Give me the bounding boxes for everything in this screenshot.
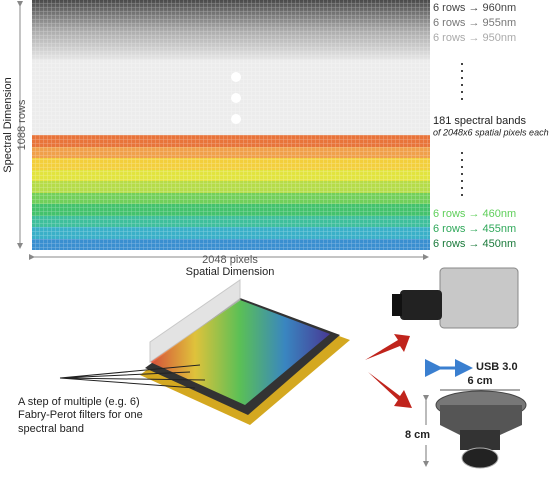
camera-body — [440, 405, 522, 435]
note: Fabry-Perot filters for one — [18, 409, 143, 421]
band-label: 6 rows → 450nm — [433, 238, 516, 250]
camera-lens — [461, 447, 499, 469]
filter-array — [150, 300, 330, 405]
pixel-grid — [32, 0, 430, 250]
band-label: 6 rows → 460nm — [433, 208, 516, 220]
note: spectral band — [18, 423, 84, 435]
y-subtitle: 1088 rows — [16, 99, 28, 150]
dot — [231, 72, 241, 82]
pointer-lines — [59, 364, 206, 389]
band-label: 6 rows → 960nm — [433, 2, 516, 14]
red-arrow — [368, 372, 412, 408]
camera-lens — [460, 430, 500, 450]
y-title: Spectral Dimension — [2, 77, 14, 172]
x-subtitle: 2048 pixels — [202, 254, 258, 266]
camera-lens — [400, 290, 442, 320]
camera-lens — [392, 294, 402, 316]
note: A step of multiple (e.g. 6) — [18, 396, 140, 408]
sensor — [32, 0, 430, 250]
height-label: 8 cm — [405, 429, 430, 441]
x-title: Spatial Dimension — [186, 266, 275, 278]
side-labels: 6 rows → 960nm 6 rows → 955nm 6 rows → 9… — [433, 2, 549, 250]
band-count: 181 spectral bands — [433, 115, 526, 127]
width-label: 6 cm — [467, 375, 492, 387]
glass — [149, 279, 241, 363]
band-label: 6 rows → 455nm — [433, 223, 516, 235]
band-count-note: of 2048x6 spatial pixels each — [433, 127, 549, 137]
dot — [231, 93, 241, 103]
chip: A step of multiple (e.g. 6) Fabry-Perot … — [18, 279, 350, 435]
dot — [231, 114, 241, 124]
band-label: 6 rows → 950nm — [433, 32, 516, 44]
usb-label: USB 3.0 — [476, 361, 518, 373]
cameras: USB 3.0 6 cm 8 cm — [365, 267, 527, 469]
red-arrow — [365, 334, 410, 360]
camera-body — [439, 267, 519, 329]
axes: Spectral Dimension 1088 rows 2048 pixels… — [2, 1, 429, 278]
band-label: 6 rows → 955nm — [433, 17, 516, 29]
